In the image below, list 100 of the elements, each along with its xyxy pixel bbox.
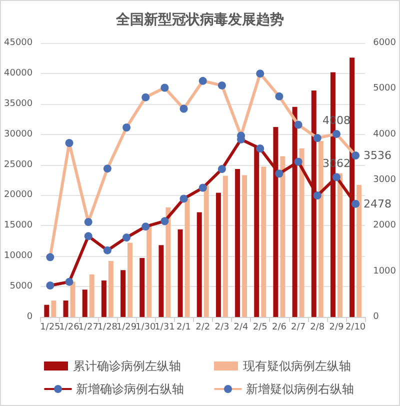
point xyxy=(352,200,360,208)
bar xyxy=(196,212,202,317)
point xyxy=(103,164,112,173)
point xyxy=(294,120,302,129)
bar xyxy=(337,173,342,317)
point xyxy=(352,152,360,160)
y-tick-label: 40000 xyxy=(4,68,33,78)
bar xyxy=(318,141,324,317)
bar xyxy=(146,224,152,317)
x-tick-label: 2/10 xyxy=(345,322,366,332)
point xyxy=(142,222,150,231)
x-tick-label: 2/4 xyxy=(234,322,249,332)
bar xyxy=(44,304,50,317)
y-tick-label: 30000 xyxy=(4,129,33,140)
bar xyxy=(128,242,133,317)
x-tick-label: 1/30 xyxy=(135,322,156,332)
bar xyxy=(280,156,286,317)
bar xyxy=(166,207,171,317)
x-tick-label: 2/1 xyxy=(176,322,192,332)
point xyxy=(332,130,340,138)
bar xyxy=(120,270,126,317)
bar xyxy=(70,282,76,317)
x-tick-label: 1/25 xyxy=(40,322,60,332)
y-tick-label: 35000 xyxy=(4,98,33,109)
point xyxy=(160,217,169,226)
bar xyxy=(204,185,209,317)
point xyxy=(256,70,264,78)
point xyxy=(198,76,207,85)
y2-tick-label: 6000 xyxy=(373,38,396,48)
bar xyxy=(158,245,164,317)
bar xyxy=(356,184,362,317)
legend-label: 现有疑似病例左纵轴 xyxy=(243,359,351,373)
x-tick-label: 2/3 xyxy=(214,322,230,332)
bar xyxy=(184,198,190,317)
x-tick-label: 2/7 xyxy=(291,322,306,332)
point xyxy=(294,158,302,166)
legend-label: 累计确诊病例左纵轴 xyxy=(73,359,181,373)
data-label: 2478 xyxy=(364,197,392,210)
y-tick-label: 20000 xyxy=(4,190,33,200)
bar xyxy=(140,258,145,317)
x-tick-label: 2/6 xyxy=(272,322,287,332)
y-tick-label: 10000 xyxy=(4,251,33,262)
point xyxy=(256,144,264,152)
y-tick-label: 0 xyxy=(26,312,33,322)
x-tick-label: 1/26 xyxy=(59,322,80,332)
bar xyxy=(235,169,240,317)
bar xyxy=(108,260,114,317)
bar xyxy=(51,300,56,317)
bar xyxy=(63,300,68,317)
bar xyxy=(178,229,183,317)
y-tick-label: 15000 xyxy=(4,220,33,231)
point xyxy=(122,123,131,132)
y-tick-label: 45000 xyxy=(4,38,33,48)
point xyxy=(122,234,131,242)
y2-tick-label: 5000 xyxy=(373,84,396,94)
bar xyxy=(89,274,94,317)
x-tick-label: 1/29 xyxy=(116,322,137,332)
y-tick-label: 5000 xyxy=(10,282,33,292)
legend-label: 新增确诊病例右纵轴 xyxy=(76,382,184,396)
bar xyxy=(216,192,221,317)
bar xyxy=(261,166,266,317)
point xyxy=(313,134,322,142)
legend-label: 新增疑似病例右纵轴 xyxy=(246,382,354,396)
bar xyxy=(82,290,88,317)
point xyxy=(313,192,322,200)
point xyxy=(65,278,74,286)
y2-tick-label: 4000 xyxy=(373,129,396,140)
point xyxy=(84,218,92,226)
point xyxy=(46,281,54,290)
y2-tick-label: 0 xyxy=(373,312,380,322)
point xyxy=(218,81,226,90)
point xyxy=(65,139,74,148)
point xyxy=(332,173,340,182)
bar xyxy=(242,175,248,317)
x-tick-label: 2/8 xyxy=(310,322,325,332)
y2-tick-label: 3000 xyxy=(373,175,396,185)
x-tick-label: 2/2 xyxy=(196,322,210,332)
x-tick-label: 2/9 xyxy=(329,322,344,332)
point xyxy=(84,232,92,240)
y-tick-label: 25000 xyxy=(4,160,33,170)
x-tick-label: 1/31 xyxy=(154,322,175,332)
x-tick-label: 1/27 xyxy=(78,322,98,332)
bar xyxy=(222,176,228,317)
data-label: 3536 xyxy=(364,149,392,162)
point xyxy=(275,92,284,100)
x-tick-label: 2/5 xyxy=(252,322,268,332)
chart-title: 全国新型冠状病毒发展趋势 xyxy=(115,11,284,28)
point xyxy=(180,104,188,113)
y2-tick-label: 1000 xyxy=(373,266,396,276)
point xyxy=(142,93,150,102)
point xyxy=(218,165,226,174)
point xyxy=(103,246,112,254)
y2-tick-label: 2000 xyxy=(373,220,396,231)
bar xyxy=(101,280,106,317)
point xyxy=(198,184,207,192)
point xyxy=(160,84,169,92)
bar xyxy=(299,148,304,317)
point xyxy=(275,170,284,178)
point xyxy=(46,253,54,262)
point xyxy=(180,194,188,203)
